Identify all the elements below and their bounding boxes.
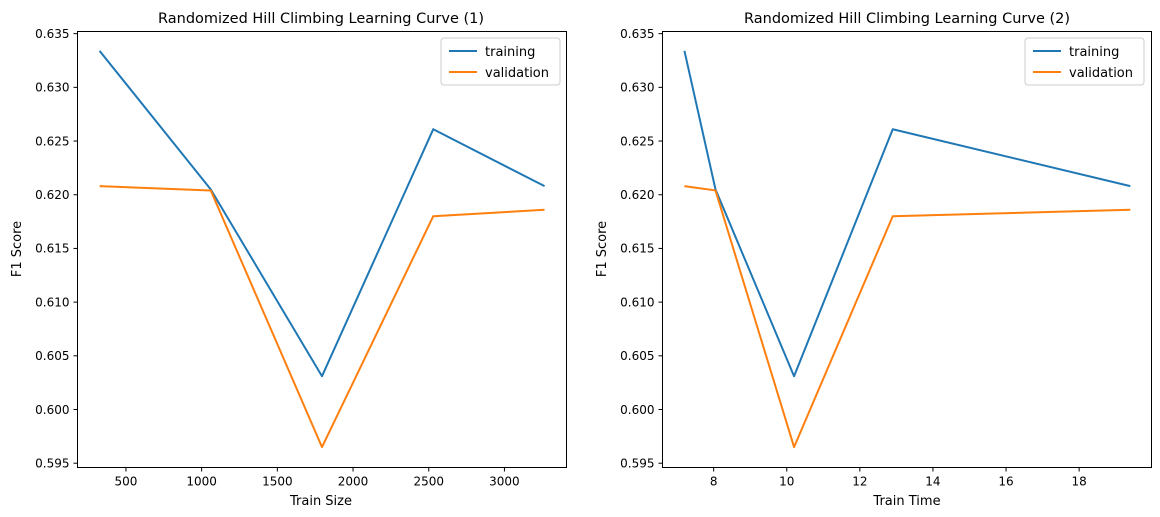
chart-2-y-axis-label: F1 Score bbox=[595, 221, 610, 277]
y-tick-label: 0.630 bbox=[35, 81, 69, 95]
x-tick-label: 12 bbox=[852, 475, 867, 489]
series-line-training bbox=[98, 50, 546, 378]
chart-1-legend-training-label: training bbox=[485, 45, 535, 60]
series-line-validation bbox=[99, 185, 545, 449]
chart-1-x-ticks: 500 1000 1500 2000 2500 3000 bbox=[114, 467, 520, 489]
y-tick-label: 0.630 bbox=[620, 81, 654, 95]
y-tick-label: 0.605 bbox=[35, 349, 69, 363]
y-tick-label: 0.620 bbox=[620, 188, 654, 202]
x-tick-label: 1500 bbox=[262, 475, 293, 489]
y-tick-label: 0.610 bbox=[35, 295, 69, 309]
x-tick-label: 3000 bbox=[489, 475, 520, 489]
chart-1: Randomized Hill Climbing Learning Curve … bbox=[10, 11, 567, 509]
y-tick-label: 0.635 bbox=[35, 27, 69, 41]
chart-2-y-ticks: 0.595 0.600 0.605 0.610 0.615 0.620 0.625 0.630… bbox=[620, 27, 663, 471]
x-tick-label: 1000 bbox=[186, 475, 217, 489]
chart-2: Randomized Hill Climbing Learning Curve … bbox=[595, 11, 1152, 509]
chart-1-lines bbox=[98, 50, 546, 449]
chart-2-lines bbox=[683, 50, 1131, 449]
x-tick-label: 14 bbox=[925, 475, 940, 489]
chart-1-legend-box bbox=[440, 37, 561, 86]
chart-2-x-ticks: 8 10 12 14 16 18 bbox=[710, 467, 1087, 489]
chart-2-legend-validation-label: validation bbox=[1069, 66, 1133, 81]
x-tick-label: 500 bbox=[114, 475, 137, 489]
y-tick-label: 0.595 bbox=[620, 457, 654, 471]
x-tick-label: 2000 bbox=[338, 475, 369, 489]
chart-2-x-axis-label: Train Time bbox=[872, 494, 940, 509]
y-tick-label: 0.595 bbox=[35, 457, 69, 471]
chart-1-plot-area bbox=[77, 31, 567, 468]
y-tick-label: 0.605 bbox=[620, 349, 654, 363]
y-tick-label: 0.615 bbox=[35, 242, 69, 256]
y-tick-label: 0.620 bbox=[35, 188, 69, 202]
chart-2-legend: training validation bbox=[1024, 37, 1145, 86]
x-tick-label: 2500 bbox=[413, 475, 444, 489]
x-tick-label: 8 bbox=[710, 475, 718, 489]
chart-1-x-axis-label: Train Size bbox=[289, 494, 352, 509]
chart-1-legend: training validation bbox=[440, 37, 561, 86]
x-tick-label: 18 bbox=[1071, 475, 1086, 489]
series-line-validation bbox=[684, 185, 1131, 449]
chart-1-y-ticks: 0.595 0.600 0.605 0.610 0.615 0.620 0.625 0.630… bbox=[35, 27, 78, 471]
chart-1-y-axis-label: F1 Score bbox=[10, 221, 25, 277]
y-tick-label: 0.625 bbox=[35, 134, 69, 148]
chart-1-legend-validation-label: validation bbox=[485, 66, 549, 81]
y-tick-label: 0.625 bbox=[620, 134, 654, 148]
series-line-training bbox=[683, 50, 1131, 378]
chart-2-legend-box bbox=[1024, 37, 1145, 86]
y-tick-label: 0.610 bbox=[620, 295, 654, 309]
y-tick-label: 0.635 bbox=[620, 27, 654, 41]
chart-2-plot-area bbox=[662, 31, 1152, 468]
x-tick-label: 16 bbox=[998, 475, 1013, 489]
y-tick-label: 0.600 bbox=[620, 403, 654, 417]
x-tick-label: 10 bbox=[779, 475, 794, 489]
chart-2-legend-training-label: training bbox=[1069, 45, 1119, 60]
chart-1-title: Randomized Hill Climbing Learning Curve … bbox=[158, 11, 484, 27]
y-tick-label: 0.600 bbox=[35, 403, 69, 417]
y-tick-label: 0.615 bbox=[620, 242, 654, 256]
chart-2-title: Randomized Hill Climbing Learning Curve … bbox=[744, 11, 1070, 27]
